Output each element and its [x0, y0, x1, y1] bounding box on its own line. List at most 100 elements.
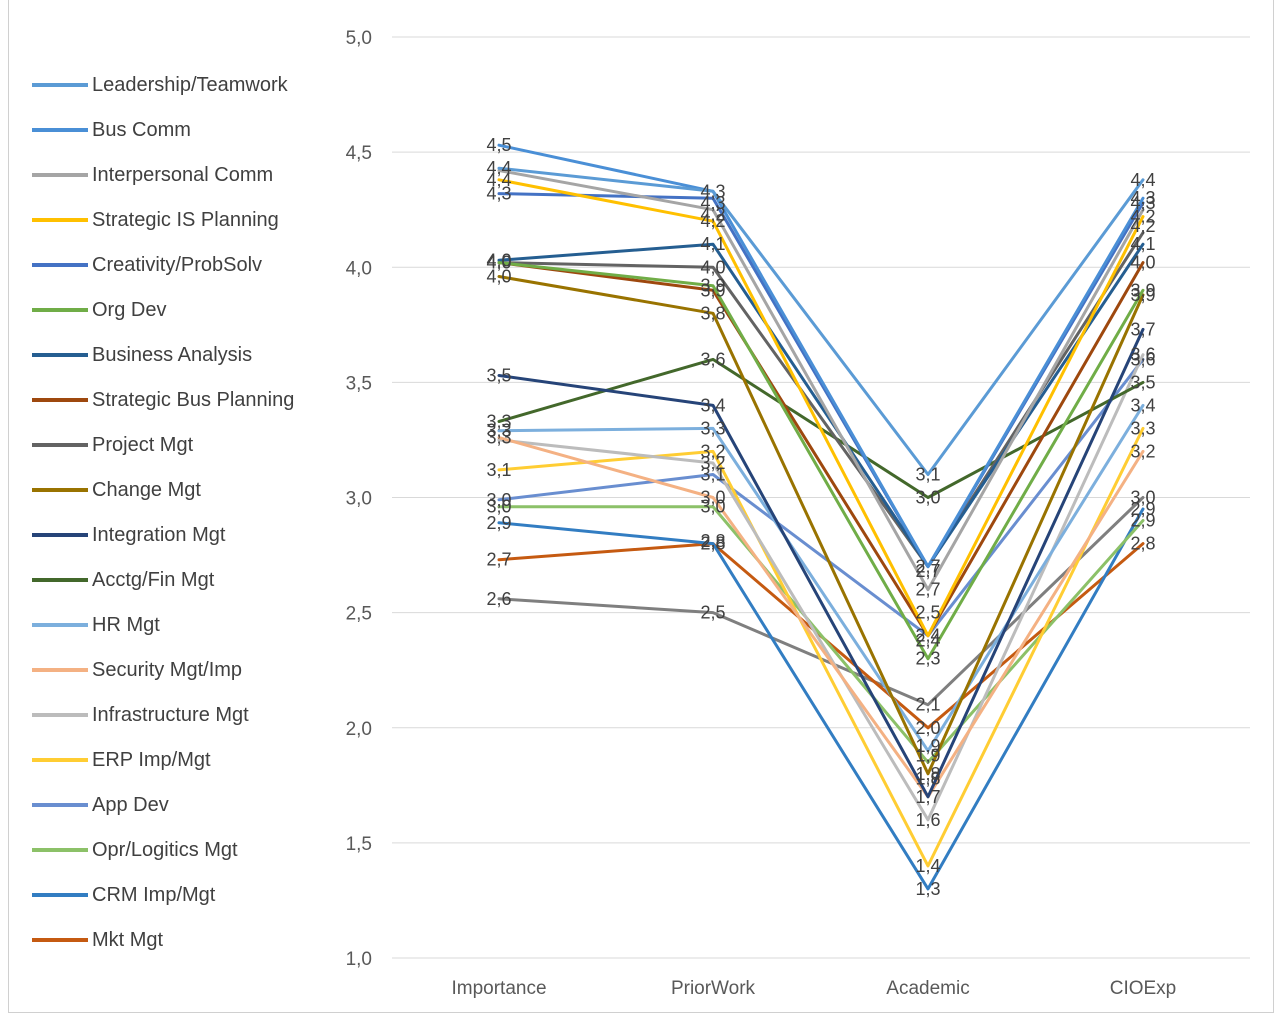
legend-item[interactable]: Opr/Logitics Mgt [32, 835, 238, 865]
x-tick-label: Importance [451, 978, 546, 999]
data-label: 3,0 [486, 490, 511, 510]
data-label: 1,4 [915, 856, 940, 876]
legend-item[interactable]: Leadership/Teamwork [32, 70, 288, 100]
data-labels: 4,44,44,54,34,04,04,03,53,33,33,33,13,03… [486, 135, 1155, 899]
legend-swatch [32, 713, 88, 717]
legend-item[interactable]: HR Mgt [32, 610, 160, 640]
data-label: 1,8 [915, 764, 940, 784]
legend-item[interactable]: Strategic IS Planning [32, 205, 279, 235]
data-label: 3,6 [1130, 349, 1155, 369]
series-line [497, 242, 1145, 569]
data-label: 4,1 [700, 234, 725, 254]
data-label: 4,0 [700, 257, 725, 277]
legend-swatch [32, 488, 88, 492]
data-label: 3,0 [700, 488, 725, 508]
series-line [497, 505, 1145, 764]
data-label: 3,5 [486, 365, 511, 385]
legend-label: Business Analysis [92, 343, 253, 366]
legend-label: Bus Comm [92, 118, 191, 141]
data-label: 2,8 [1130, 534, 1155, 554]
data-label: 3,9 [700, 276, 725, 296]
legend-item[interactable]: Bus Comm [32, 115, 191, 145]
legend-swatch [32, 128, 88, 132]
legend-item[interactable]: Interpersonal Comm [32, 160, 273, 190]
data-label: 4,3 [700, 193, 725, 213]
data-label: 3,8 [700, 303, 725, 323]
data-label: 4,0 [486, 253, 511, 273]
legend-item[interactable]: Acctg/Fin Mgt [32, 565, 214, 595]
x-tick-label: CIOExp [1110, 978, 1177, 999]
data-label: 4,3 [700, 181, 725, 201]
legend-swatch [32, 308, 88, 312]
legend-label: App Dev [92, 793, 169, 816]
y-tick-label: 2,0 [346, 719, 372, 740]
data-label: 3,1 [700, 464, 725, 484]
data-label: 3,0 [915, 488, 940, 508]
data-label: 3,5 [1130, 372, 1155, 392]
legend-label: HR Mgt [92, 613, 160, 636]
legend-item[interactable]: Security Mgt/Imp [32, 655, 242, 685]
y-tick-label: 1,5 [346, 834, 372, 855]
data-label: 3,1 [486, 460, 511, 480]
legend-swatch [32, 533, 88, 537]
legend-item[interactable]: Strategic Bus Planning [32, 385, 294, 415]
data-label: 2,4 [915, 630, 940, 650]
y-tick-label: 3,0 [346, 489, 372, 510]
y-tick-label: 1,0 [346, 949, 372, 970]
data-label: 1,9 [915, 736, 940, 756]
data-label: 3,3 [1130, 418, 1155, 438]
y-tick-label: 4,5 [346, 143, 372, 164]
data-label: 4,0 [486, 266, 511, 286]
data-label: 3,6 [1130, 345, 1155, 365]
legend-item[interactable]: Business Analysis [32, 340, 252, 370]
data-label: 2,7 [915, 557, 940, 577]
data-label: 4,2 [1130, 207, 1155, 227]
series-lines [497, 143, 1145, 891]
legend-item[interactable]: Project Mgt [32, 430, 193, 460]
legend-item[interactable]: CRM Imp/Mgt [32, 880, 215, 910]
legend-label: Creativity/ProbSolv [92, 253, 263, 276]
data-label: 3,0 [1130, 488, 1155, 508]
data-label: 3,2 [1130, 441, 1155, 461]
series-line [497, 327, 1145, 799]
y-tick-label: 4,0 [346, 258, 372, 279]
data-label: 1,3 [915, 879, 940, 899]
legend-item[interactable]: ERP Imp/Mgt [32, 745, 211, 775]
data-label: 4,3 [1130, 193, 1155, 213]
data-label: 2,9 [486, 513, 511, 533]
data-label: 4,1 [1130, 234, 1155, 254]
gridlines [392, 36, 1250, 959]
series-line [497, 403, 1145, 753]
legend-item[interactable]: Infrastructure Mgt [32, 700, 249, 730]
data-label: 3,4 [700, 395, 725, 415]
x-tick-label: PriorWork [671, 978, 756, 999]
x-axis: Importance PriorWork Academic CIOExp [451, 978, 1176, 999]
data-label: 4,2 [700, 211, 725, 231]
series-line [497, 143, 1145, 569]
data-label: 2,7 [915, 561, 940, 581]
legend-label: Leadership/Teamwork [92, 73, 288, 96]
legend-label: Org Dev [92, 298, 167, 321]
data-label: 2,9 [1130, 511, 1155, 531]
data-label: 4,3 [1130, 188, 1155, 208]
data-label: 2,7 [915, 580, 940, 600]
legend-swatch [32, 83, 88, 87]
data-label: 4,4 [486, 158, 511, 178]
series-line [497, 178, 1145, 638]
data-label: 4,4 [486, 170, 511, 190]
legend-item[interactable]: Org Dev [32, 295, 166, 325]
legend-item[interactable]: Change Mgt [32, 475, 201, 505]
data-label: 3,9 [1130, 280, 1155, 300]
x-tick-label: Academic [886, 978, 969, 999]
legend-item[interactable]: Mkt Mgt [32, 925, 163, 955]
legend-item[interactable]: Creativity/ProbSolv [32, 250, 262, 280]
series-line [497, 357, 1145, 638]
legend-swatch [32, 938, 88, 942]
legend-item[interactable]: App Dev [32, 790, 169, 820]
data-label: 4,0 [1130, 253, 1155, 273]
data-label: 3,2 [700, 453, 725, 473]
data-label: 2,8 [700, 531, 725, 551]
legend-item[interactable]: Integration Mgt [32, 520, 225, 550]
legend-label: Opr/Logitics Mgt [92, 838, 238, 861]
legend-swatch [32, 353, 88, 357]
